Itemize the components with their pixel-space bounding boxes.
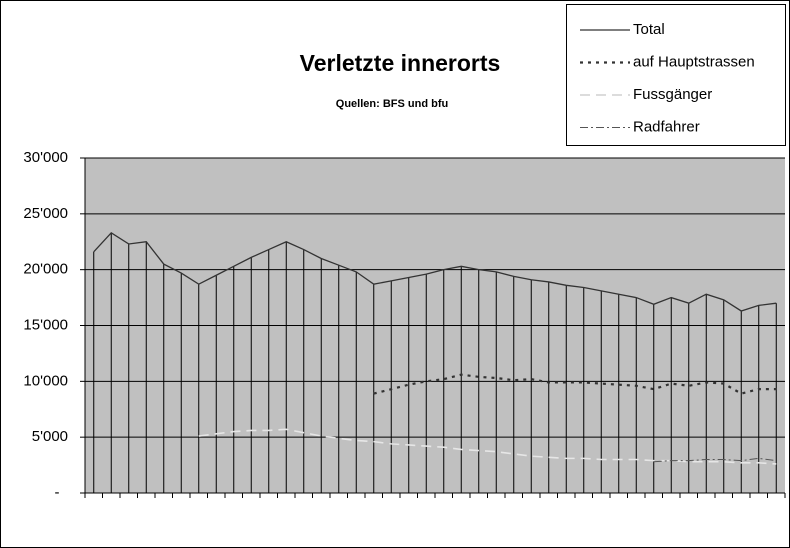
y-tick-label: 10'000 [23,372,68,389]
legend-label: Fussgänger [633,86,712,103]
y-tick-label: 20'000 [23,261,68,278]
legend-box [566,4,786,146]
y-tick-label: 5'000 [32,428,68,445]
legend-label: Radfahrer [633,118,700,135]
series-line [653,457,777,463]
legend-label: auf Hauptstrassen [633,53,755,70]
y-tick-label: 25'000 [23,205,68,222]
y-tick-label: - [55,484,60,501]
series-line [198,428,777,465]
y-tick-label: 15'000 [23,316,68,333]
y-tick-label: 30'000 [23,149,68,166]
series-line [93,231,777,312]
chart-title: Verletzte innerorts [300,50,501,76]
legend-label: Total [633,21,665,38]
chart-subtitle: Quellen: BFS und bfu [336,98,448,110]
